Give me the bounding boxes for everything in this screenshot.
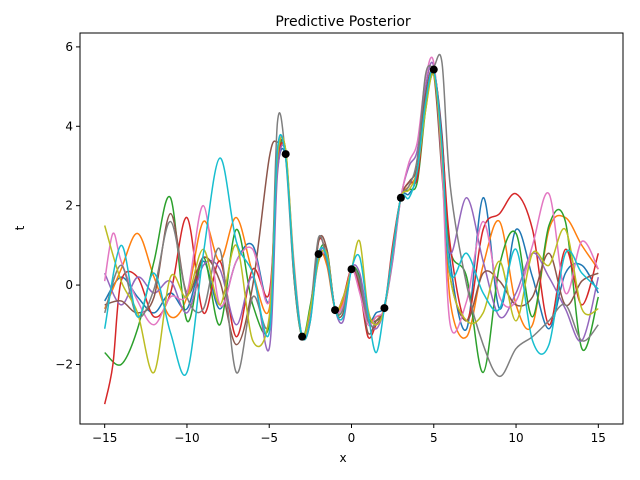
y-tick-label: 0 bbox=[65, 278, 73, 292]
x-axis-label: x bbox=[339, 451, 346, 465]
y-axis: −2 0 2 4 6 bbox=[55, 40, 80, 371]
observed-point bbox=[380, 304, 389, 313]
observed-point bbox=[347, 265, 356, 274]
x-tick-label: −15 bbox=[92, 431, 117, 445]
observed-point bbox=[396, 193, 405, 202]
y-tick-label: 4 bbox=[65, 119, 73, 133]
observed-point bbox=[314, 250, 323, 259]
y-axis-label: t bbox=[13, 225, 27, 230]
observed-point bbox=[429, 65, 438, 74]
y-tick-label: 6 bbox=[65, 40, 73, 54]
series-line-10 bbox=[103, 68, 599, 376]
chart-title: Predictive Posterior bbox=[275, 14, 411, 30]
x-tick-label: 10 bbox=[508, 431, 523, 445]
x-tick-label: 5 bbox=[430, 431, 438, 445]
observed-point bbox=[298, 332, 307, 341]
x-axis: −15 −10 −5 0 5 10 15 bbox=[92, 424, 606, 445]
observed-points-layer bbox=[281, 65, 438, 341]
x-tick-label: −10 bbox=[174, 431, 199, 445]
x-tick-label: 0 bbox=[348, 431, 356, 445]
x-tick-label: 15 bbox=[591, 431, 606, 445]
observed-point bbox=[281, 150, 290, 159]
y-tick-label: 2 bbox=[65, 199, 73, 213]
y-tick-label: −2 bbox=[55, 357, 73, 371]
observed-point bbox=[331, 306, 340, 315]
x-tick-label: −5 bbox=[260, 431, 278, 445]
